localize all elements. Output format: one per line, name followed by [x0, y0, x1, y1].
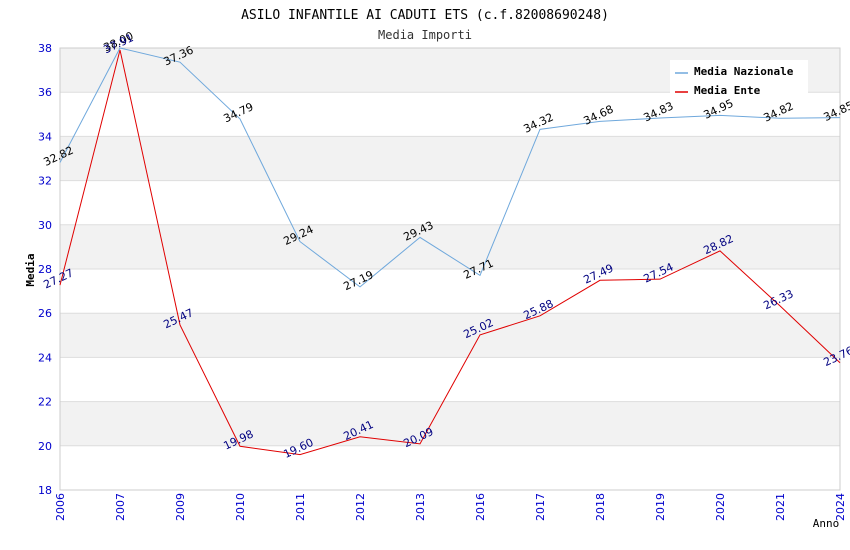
- y-tick-label: 20: [38, 440, 52, 453]
- x-tick-label: 2012: [354, 493, 367, 521]
- y-tick-label: 28: [38, 263, 52, 276]
- y-tick-label: 22: [38, 396, 52, 409]
- y-tick-label: 34: [38, 130, 52, 143]
- x-tick-label: 2020: [714, 493, 727, 521]
- plot-band: [60, 445, 840, 490]
- plot-frame: [59, 47, 841, 491]
- x-tick-label: 2011: [294, 493, 307, 521]
- y-tick-label: 38: [38, 42, 52, 55]
- chart-subtitle: Media Importi: [378, 28, 472, 42]
- plot-band: [60, 269, 840, 314]
- x-tick-label: 2018: [594, 493, 607, 521]
- plot-band: [60, 92, 840, 137]
- series-line-nazionale: [59, 47, 841, 288]
- x-tick-label: 2010: [234, 493, 247, 521]
- x-tick-label: 2013: [414, 493, 427, 521]
- plot-bands: [60, 48, 840, 490]
- legend-box: [670, 60, 808, 98]
- legend-label-nazionale: Media Nazionale: [694, 65, 794, 78]
- x-tick-label: 2016: [474, 493, 487, 521]
- plot-band: [60, 224, 840, 269]
- x-tick-label: 2007: [114, 493, 127, 521]
- x-tick-label: 2009: [174, 493, 187, 521]
- y-tick-label: 18: [38, 484, 52, 497]
- y-axis-label: Media: [24, 253, 37, 286]
- chart-title: ASILO INFANTILE AI CADUTI ETS (c.f.82008…: [241, 8, 609, 23]
- y-axis-ticks: 18 20 22 24 26 28 30 32 34 36 38: [38, 42, 52, 497]
- plot-band: [60, 357, 840, 402]
- series-group: [59, 47, 841, 456]
- plot-band: [60, 180, 840, 225]
- y-tick-label: 32: [38, 175, 52, 188]
- x-axis-label: Anno: [813, 517, 840, 530]
- x-tick-label: 2006: [54, 493, 67, 521]
- x-tick-label: 2021: [774, 493, 787, 521]
- y-tick-label: 36: [38, 86, 52, 99]
- y-tick-label: 26: [38, 307, 52, 320]
- plot-band: [60, 401, 840, 446]
- x-tick-label: 2019: [654, 493, 667, 521]
- legend-label-ente: Media Ente: [694, 84, 761, 97]
- plot-band: [60, 313, 840, 358]
- legend: Media Nazionale Media Ente: [670, 60, 808, 98]
- x-tick-label: 2024: [834, 493, 847, 521]
- plot-band: [60, 136, 840, 181]
- series-line-ente: [59, 49, 841, 456]
- y-tick-label: 24: [38, 351, 52, 364]
- y-tick-label: 30: [38, 219, 52, 232]
- x-axis-ticks: 2006 2007 2009 2010 2011 2012 2013 2016 2017 2018…: [54, 493, 847, 521]
- x-tick-label: 2017: [534, 493, 547, 521]
